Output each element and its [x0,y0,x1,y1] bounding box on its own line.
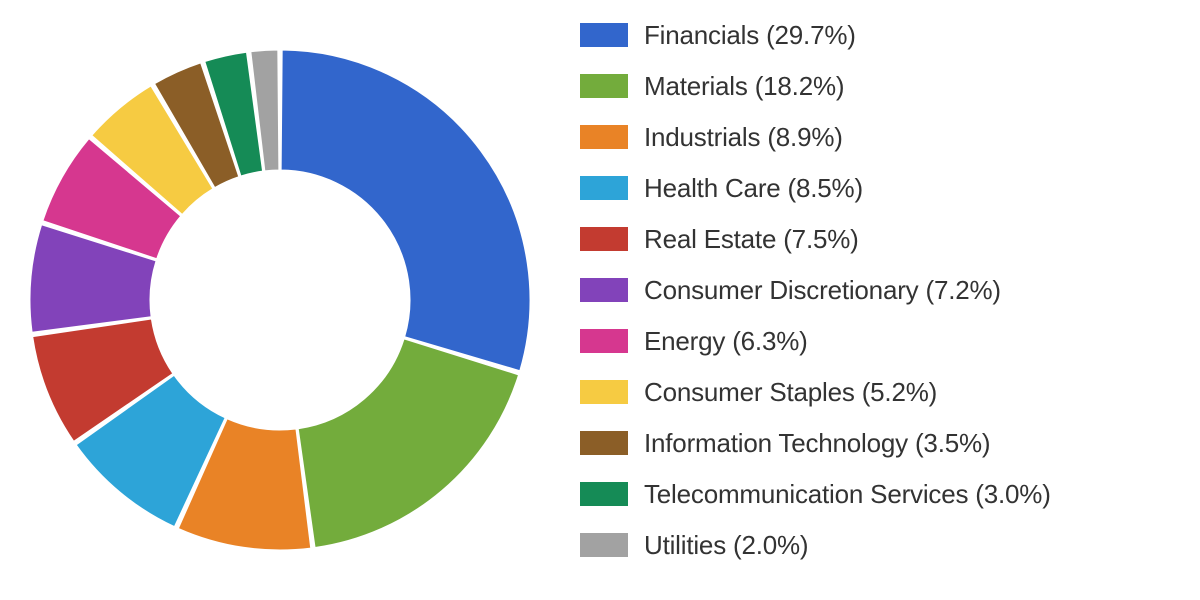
legend-item: Information Technology (3.5%) [580,428,1200,459]
legend-swatch [580,380,628,404]
donut-svg [0,0,560,600]
legend-item: Telecommunication Services (3.0%) [580,479,1200,510]
legend-swatch [580,533,628,557]
donut-chart [0,0,560,600]
legend-label: Telecommunication Services (3.0%) [644,479,1051,510]
legend-label: Information Technology (3.5%) [644,428,990,459]
legend: Financials (29.7%) Materials (18.2%) Indus… [560,20,1200,581]
legend-swatch [580,74,628,98]
legend-swatch [580,329,628,353]
legend-item: Industrials (8.9%) [580,122,1200,153]
legend-label: Industrials (8.9%) [644,122,843,153]
legend-swatch [580,431,628,455]
legend-swatch [580,482,628,506]
chart-container: Financials (29.7%) Materials (18.2%) Indus… [0,0,1200,600]
legend-label: Energy (6.3%) [644,326,808,357]
legend-item: Utilities (2.0%) [580,530,1200,561]
legend-label: Consumer Discretionary (7.2%) [644,275,1001,306]
legend-item: Financials (29.7%) [580,20,1200,51]
legend-item: Energy (6.3%) [580,326,1200,357]
donut-slice [281,50,530,371]
legend-item: Materials (18.2%) [580,71,1200,102]
legend-item: Health Care (8.5%) [580,173,1200,204]
legend-label: Utilities (2.0%) [644,530,808,561]
legend-swatch [580,23,628,47]
legend-item: Real Estate (7.5%) [580,224,1200,255]
legend-item: Consumer Staples (5.2%) [580,377,1200,408]
legend-label: Materials (18.2%) [644,71,844,102]
legend-item: Consumer Discretionary (7.2%) [580,275,1200,306]
legend-swatch [580,278,628,302]
legend-swatch [580,176,628,200]
donut-slice [298,339,518,548]
legend-label: Real Estate (7.5%) [644,224,859,255]
legend-swatch [580,227,628,251]
legend-label: Consumer Staples (5.2%) [644,377,937,408]
legend-swatch [580,125,628,149]
legend-label: Health Care (8.5%) [644,173,863,204]
legend-label: Financials (29.7%) [644,20,856,51]
